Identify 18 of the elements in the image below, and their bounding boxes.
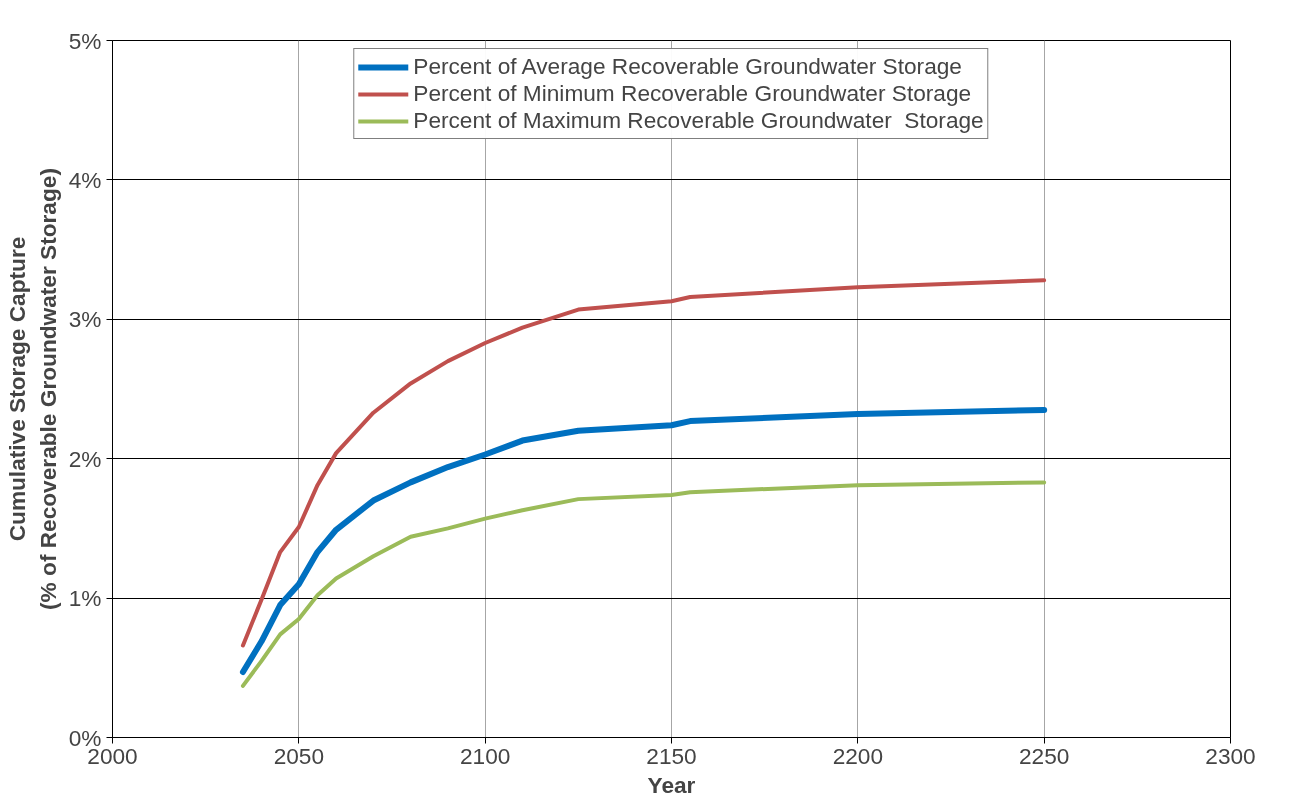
x-tick-label: 2300 xyxy=(1205,742,1256,769)
line-series xyxy=(240,480,1047,688)
legend-label: Percent of Minimum Recoverable Groundwater Storage xyxy=(413,80,972,107)
x-tick-label: 2100 xyxy=(459,742,511,769)
x-tick-label: 2200 xyxy=(832,742,884,769)
line-series xyxy=(240,278,1047,648)
legend-label: Percent of Average Recoverable Groundwater Storage xyxy=(413,53,962,80)
y-tick-label: 5% xyxy=(68,27,102,54)
y-tick-label: 1% xyxy=(68,585,102,612)
y-tick-label: 2% xyxy=(68,445,102,472)
x-tick-label: 2250 xyxy=(1018,742,1070,769)
x-tick-label: 2050 xyxy=(273,742,325,769)
legend-label: Percent of Maximum Recoverable Groundwater Storage xyxy=(413,107,984,134)
x-axis-title: Year xyxy=(647,771,696,798)
y-axis-title: Cumulative Storage Capture (% of Recoverable Groundwater Storage) xyxy=(3,168,61,610)
y-tick-label: 4% xyxy=(68,166,102,193)
x-tick-label: 2150 xyxy=(646,742,697,769)
y-tick-label: 3% xyxy=(68,306,102,333)
